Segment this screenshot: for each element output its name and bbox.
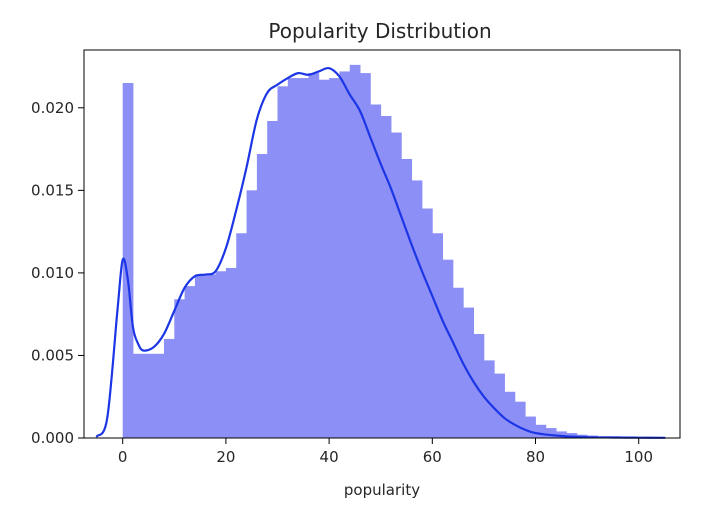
histogram-bar (494, 373, 505, 438)
histogram-bar (339, 71, 351, 439)
histogram-bar (174, 299, 186, 438)
histogram-bar (556, 431, 567, 438)
x-axis-label: popularity (344, 481, 420, 499)
x-tick-label: 60 (423, 448, 442, 466)
histogram-bar (380, 116, 392, 438)
histogram-bar (287, 78, 299, 438)
histogram-bar (329, 78, 340, 438)
histogram-bar (153, 353, 165, 438)
histogram-bar (452, 287, 464, 438)
x-axis: 0 20 40 60 80 100 (118, 438, 653, 466)
histogram-bar (432, 233, 444, 438)
histogram-bar (256, 154, 268, 438)
histogram-bar (143, 353, 155, 438)
y-tick-label: 0.000 (31, 429, 74, 447)
kde-curve (95, 66, 666, 439)
histogram-bar (194, 274, 206, 438)
histogram-bar (225, 267, 237, 438)
histogram-bar (205, 274, 216, 438)
histogram-bar (360, 73, 371, 439)
histogram-bar (401, 158, 413, 438)
histogram-bar (411, 180, 423, 438)
x-tick-label: 80 (526, 448, 545, 466)
x-tick-label: 20 (216, 448, 235, 466)
plot-frame (83, 49, 681, 439)
y-tick-label: 0.005 (31, 346, 74, 364)
y-tick-label: 0.010 (31, 264, 74, 282)
kde-curve-group (95, 66, 666, 439)
histogram-bar (267, 121, 278, 438)
histogram-bar (246, 190, 258, 438)
histogram-bar (545, 428, 557, 438)
histogram-bar (277, 86, 289, 438)
histogram-bar (184, 286, 196, 438)
histogram-bar (122, 83, 134, 439)
histogram-bar (308, 73, 320, 439)
y-tick-label: 0.015 (31, 181, 74, 199)
histogram-bar (483, 360, 495, 438)
histogram-bar (349, 64, 361, 439)
histogram-bar (473, 333, 485, 438)
histogram-bars (122, 64, 650, 439)
y-axis: 0.000 0.005 0.010 0.015 0.020 (31, 99, 84, 447)
x-tick-label: 100 (624, 448, 653, 466)
histogram-bar (525, 416, 536, 438)
histogram-bar (442, 259, 454, 438)
histogram-bar (236, 233, 247, 438)
x-tick-label: 40 (320, 448, 339, 466)
x-tick-label: 0 (118, 448, 128, 466)
histogram-bar (391, 132, 402, 439)
histogram-bar (504, 391, 516, 438)
histogram-bar (566, 433, 578, 438)
y-tick-label: 0.020 (31, 99, 74, 117)
chart-title: Popularity Distribution (268, 19, 491, 43)
histogram-bar (514, 401, 526, 438)
histogram-bar (298, 78, 309, 438)
histogram-bar (133, 353, 144, 438)
histogram-bar (215, 271, 227, 438)
histogram-bar (421, 208, 433, 438)
histogram-bar (535, 424, 547, 438)
histogram-bar (370, 104, 382, 439)
histogram-bar (318, 79, 330, 438)
histogram-bar (163, 338, 175, 438)
